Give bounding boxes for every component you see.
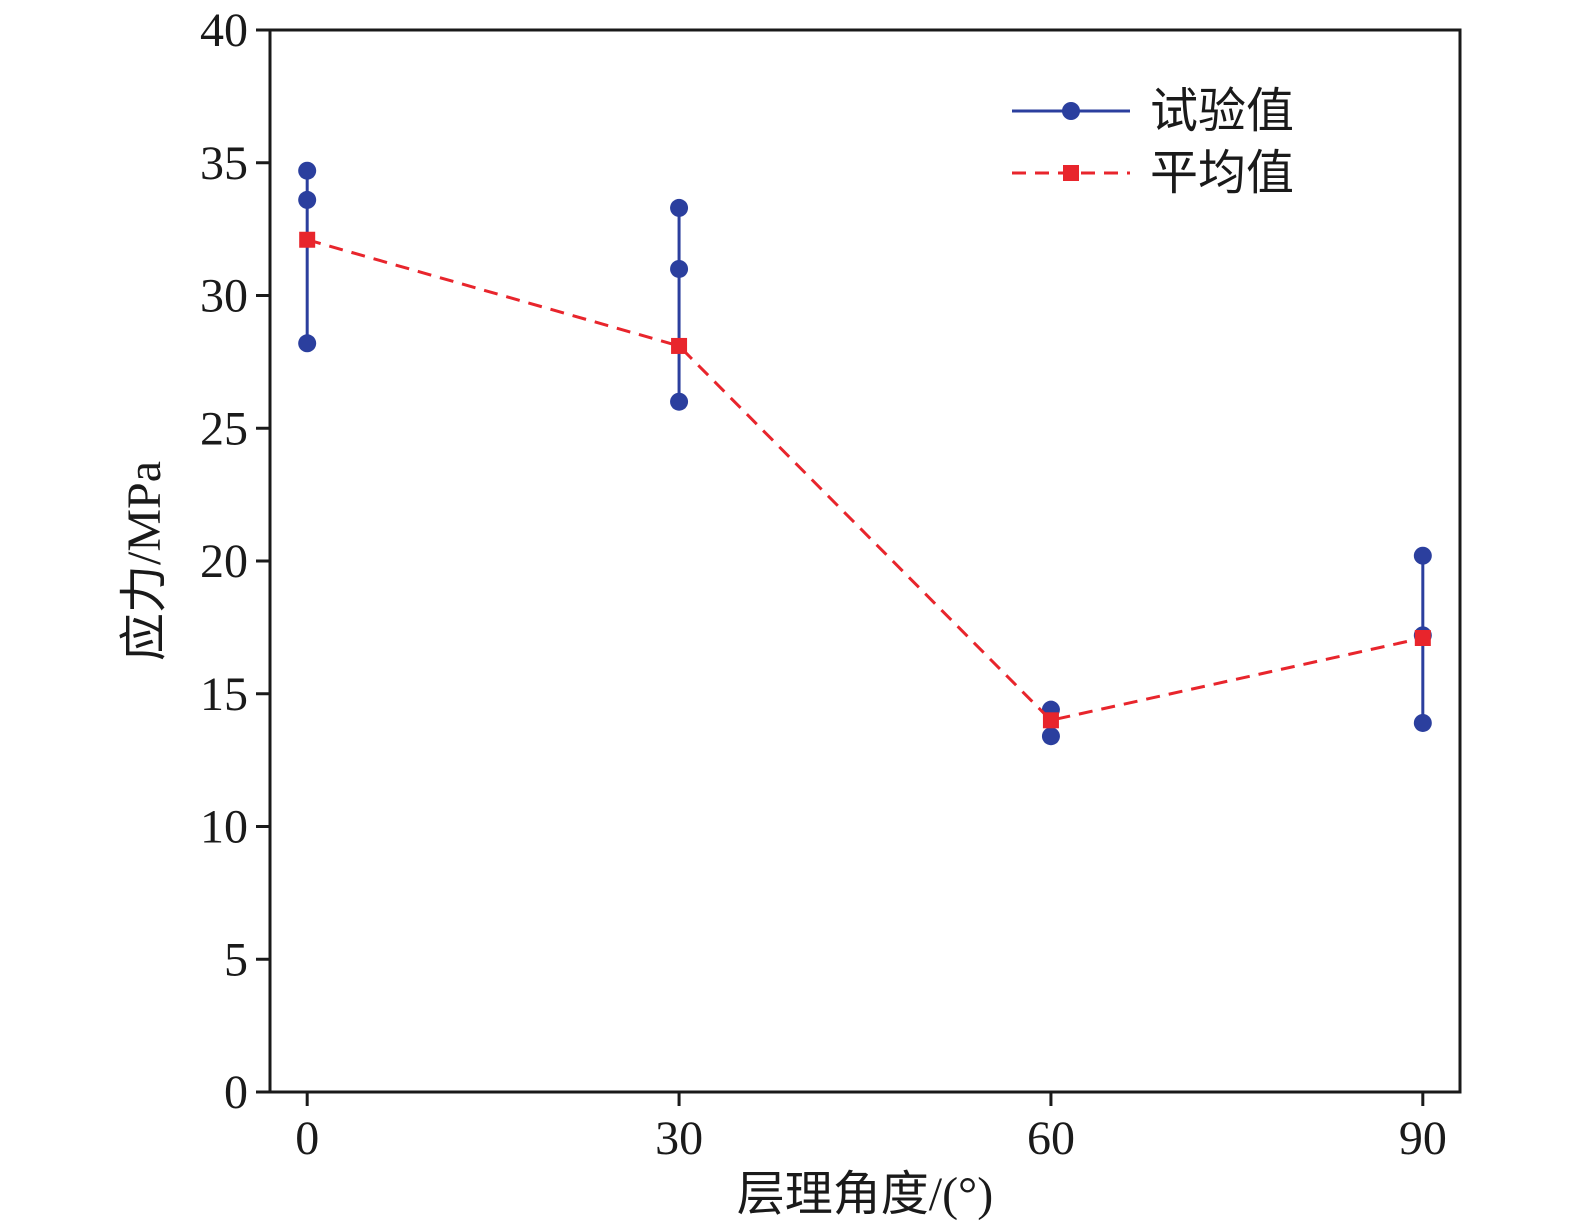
- legend-mean-marker: [1063, 165, 1079, 181]
- y-tick-label: 5: [224, 933, 248, 986]
- y-tick-label: 40: [200, 4, 248, 57]
- y-tick-label: 20: [200, 535, 248, 588]
- mean-series: [299, 231, 1431, 729]
- x-axis-title: 层理角度/(°): [737, 1168, 994, 1221]
- mean-point: [1042, 712, 1059, 729]
- y-axis-title: 应力/MPa: [118, 461, 171, 661]
- trial-series: [298, 161, 1432, 746]
- trial-point: [1413, 713, 1432, 732]
- x-tick-label: 60: [1027, 1112, 1075, 1165]
- trial-point: [1413, 546, 1432, 565]
- x-tick-label: 0: [295, 1112, 319, 1165]
- trial-point: [1041, 727, 1060, 746]
- y-tick-label: 10: [200, 801, 248, 854]
- legend-mean-label: 平均值: [1150, 147, 1294, 200]
- trial-point: [298, 190, 317, 209]
- trial-point: [298, 161, 317, 180]
- legend: 试验值 平均值: [1012, 85, 1294, 200]
- trial-point: [298, 334, 317, 353]
- y-tick-label: 0: [224, 1066, 248, 1119]
- x-tick-label: 90: [1399, 1112, 1447, 1165]
- y-tick-label: 35: [200, 137, 248, 190]
- mean-point: [1414, 629, 1431, 646]
- trial-point: [670, 259, 689, 278]
- y-tick-label: 30: [200, 270, 248, 323]
- legend-trial-label: 试验值: [1150, 85, 1294, 138]
- mean-point: [299, 231, 316, 248]
- trial-point: [670, 198, 689, 217]
- y-tick-label: 25: [200, 402, 248, 455]
- y-axis-ticks: 0 5 10 15 20 25 30 35 40: [200, 4, 270, 1119]
- legend-trial-marker: [1062, 102, 1080, 120]
- x-tick-label: 30: [655, 1112, 703, 1165]
- trial-point: [670, 392, 689, 411]
- mean-line: [306, 238, 1424, 722]
- x-axis-ticks: 0 30 60 90: [295, 1092, 1447, 1165]
- mean-point: [671, 337, 688, 354]
- y-tick-label: 15: [200, 668, 248, 721]
